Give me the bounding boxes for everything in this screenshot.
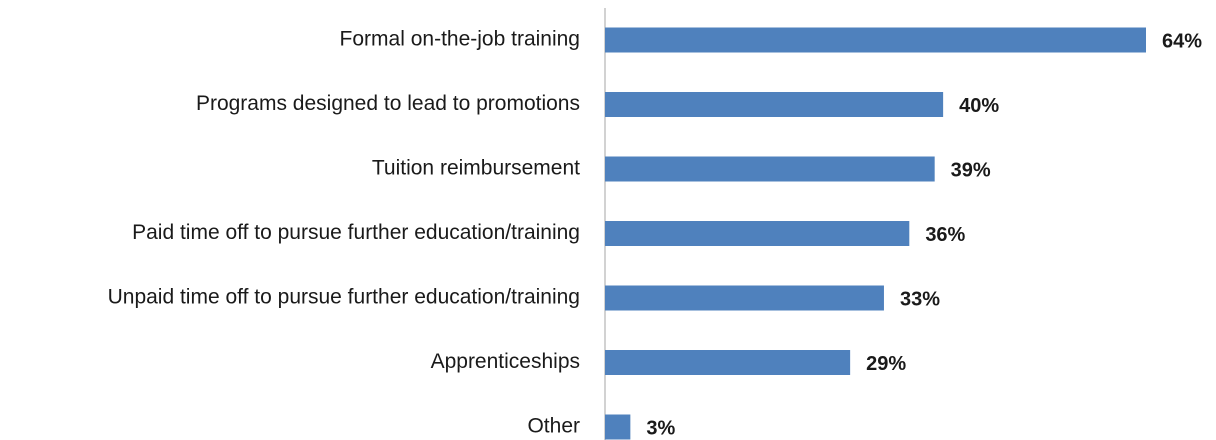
- category-label: Programs designed to lead to promotions: [196, 92, 580, 115]
- category-label: Paid time off to pursue further educatio…: [132, 221, 580, 244]
- bar: [605, 92, 944, 117]
- bar: [605, 285, 884, 311]
- bar: [605, 350, 851, 375]
- category-label: Tuition reimbursement: [372, 157, 580, 180]
- category-label: Formal on-the-job training: [340, 28, 580, 51]
- category-label: Other: [527, 415, 580, 438]
- category-label: Unpaid time off to pursue further educat…: [108, 286, 580, 309]
- bar: [605, 414, 631, 440]
- value-label: 29%: [866, 353, 906, 375]
- category-label: Apprenticeships: [431, 350, 580, 373]
- value-label: 36%: [925, 224, 965, 246]
- value-label: 3%: [646, 417, 675, 439]
- bar: [605, 27, 1146, 53]
- value-label: 64%: [1162, 30, 1202, 52]
- value-label: 33%: [900, 288, 940, 310]
- value-label: 40%: [959, 95, 999, 117]
- value-label: 39%: [951, 159, 991, 181]
- bar: [605, 221, 910, 246]
- bar: [605, 156, 935, 182]
